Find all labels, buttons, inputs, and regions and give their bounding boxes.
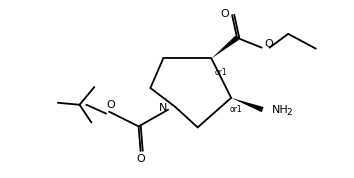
Text: 2: 2	[286, 108, 292, 117]
Text: O: O	[220, 9, 229, 19]
Text: N: N	[159, 103, 167, 113]
Text: or1: or1	[229, 105, 242, 114]
Text: O: O	[136, 154, 145, 164]
Polygon shape	[231, 98, 264, 112]
Text: or1: or1	[215, 68, 227, 77]
Text: O: O	[107, 100, 115, 110]
Polygon shape	[211, 36, 239, 59]
Text: NH: NH	[272, 105, 288, 115]
Text: O: O	[264, 39, 273, 49]
